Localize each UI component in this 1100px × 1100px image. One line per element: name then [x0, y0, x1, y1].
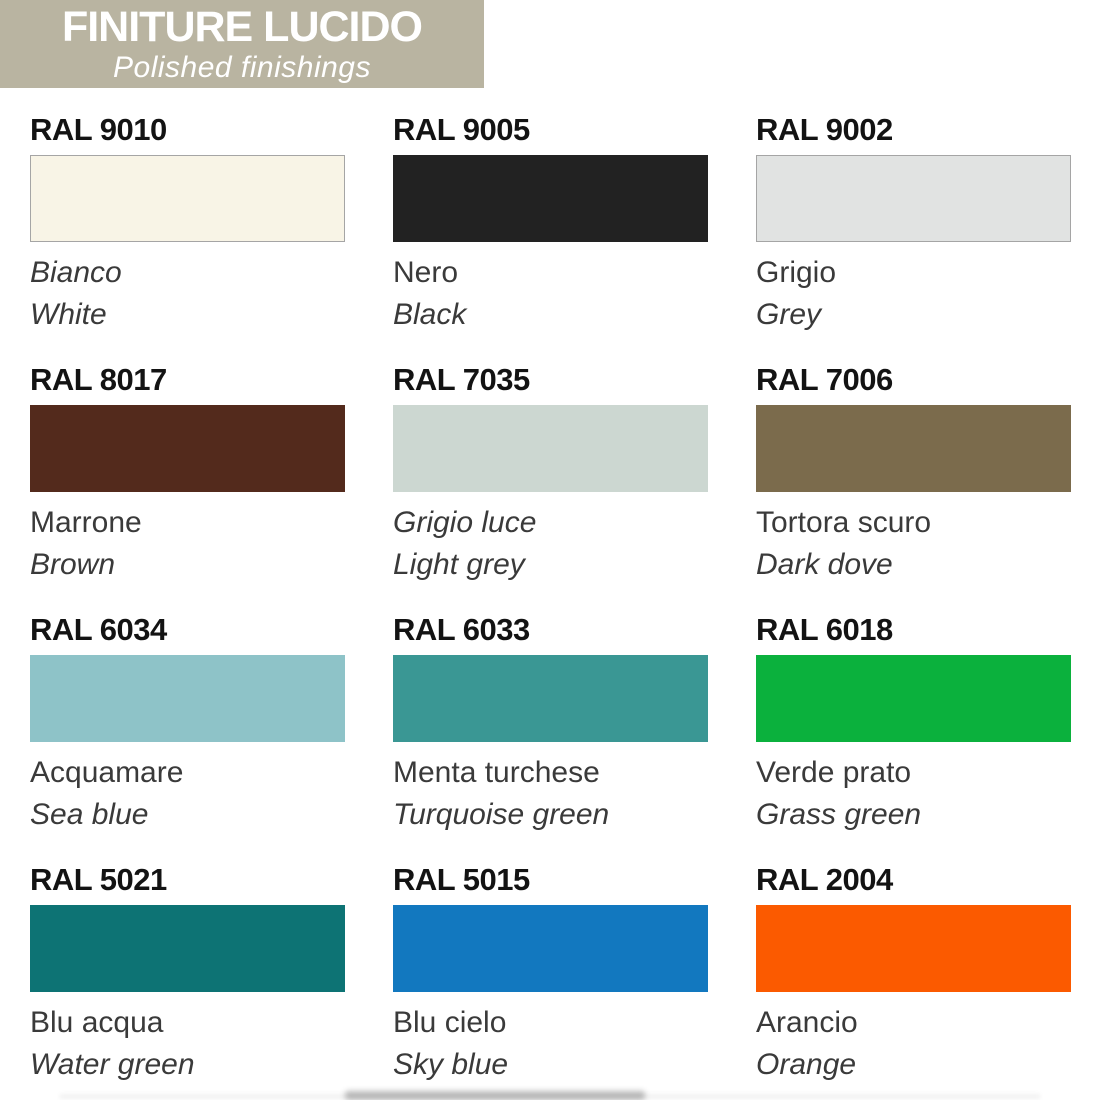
ral-code: RAL 9010	[30, 112, 167, 147]
color-name-english: Orange	[756, 1048, 857, 1081]
color-name-italian: Blu cielo	[393, 1006, 507, 1039]
color-swatch	[756, 655, 1071, 742]
color-name-english: Light grey	[393, 548, 525, 581]
color-card: RAL 6033 Menta turchese Turquoise green	[393, 613, 708, 863]
color-name-english: Sea blue	[30, 798, 149, 831]
color-name-english: Black	[393, 298, 467, 331]
color-card: RAL 9010 Bianco White	[30, 113, 345, 363]
color-name-english: Turquoise green	[393, 798, 610, 831]
color-card: RAL 8017 Marrone Brown	[30, 363, 345, 613]
ral-code: RAL 5015	[393, 862, 530, 897]
color-swatch	[756, 155, 1071, 242]
color-name-italian: Arancio	[756, 1006, 858, 1039]
color-swatch	[30, 905, 345, 992]
page-subtitle: Polished finishings	[113, 51, 371, 84]
color-names: Tortora scuro Dark dove	[756, 502, 1071, 586]
color-card: RAL 6034 Acquamare Sea blue	[30, 613, 345, 863]
color-card: RAL 7035 Grigio luce Light grey	[393, 363, 708, 613]
color-card: RAL 9005 Nero Black	[393, 113, 708, 363]
color-name-italian: Acquamare	[30, 756, 184, 789]
header-banner: FINITURE LUCIDO Polished finishings	[0, 0, 484, 88]
color-swatch	[30, 155, 345, 242]
color-name-italian: Menta turchese	[393, 756, 600, 789]
color-name-english: Grass green	[756, 798, 922, 831]
color-names: Blu acqua Water green	[30, 1002, 345, 1086]
color-name-italian: Tortora scuro	[756, 506, 932, 539]
color-names: Menta turchese Turquoise green	[393, 752, 708, 836]
color-name-english: Dark dove	[756, 548, 893, 581]
color-card: RAL 2004 Arancio Orange	[756, 863, 1071, 1100]
color-swatch	[30, 405, 345, 492]
color-names: Blu cielo Sky blue	[393, 1002, 708, 1086]
color-name-italian: Marrone	[30, 506, 142, 539]
color-names: Grigio luce Light grey	[393, 502, 708, 586]
color-names: Bianco White	[30, 252, 345, 336]
ral-code: RAL 6033	[393, 612, 530, 647]
ral-code: RAL 9002	[756, 112, 893, 147]
color-swatch	[756, 405, 1071, 492]
color-card: RAL 5015 Blu cielo Sky blue	[393, 863, 708, 1100]
color-name-italian: Nero	[393, 256, 459, 289]
color-names: Acquamare Sea blue	[30, 752, 345, 836]
color-names: Arancio Orange	[756, 1002, 1071, 1086]
ral-code: RAL 9005	[393, 112, 530, 147]
color-name-italian: Bianco	[30, 256, 122, 289]
color-names: Marrone Brown	[30, 502, 345, 586]
color-names: Verde prato Grass green	[756, 752, 1071, 836]
color-name-english: Brown	[30, 548, 116, 581]
color-name-english: Grey	[756, 298, 822, 331]
color-swatch	[756, 905, 1071, 992]
ral-code: RAL 2004	[756, 862, 893, 897]
color-swatch	[393, 405, 708, 492]
ral-code: RAL 8017	[30, 362, 167, 397]
color-card: RAL 5021 Blu acqua Water green	[30, 863, 345, 1100]
color-swatch	[393, 155, 708, 242]
color-name-english: White	[30, 298, 107, 331]
cutoff-content-smudge	[345, 1091, 645, 1100]
color-name-italian: Verde prato	[756, 756, 912, 789]
color-swatch	[393, 655, 708, 742]
ral-code: RAL 7035	[393, 362, 530, 397]
color-name-italian: Grigio luce	[393, 506, 537, 539]
color-name-english: Water green	[30, 1048, 195, 1081]
color-swatch	[30, 655, 345, 742]
color-names: Grigio Grey	[756, 252, 1071, 336]
color-swatch	[393, 905, 708, 992]
color-name-italian: Blu acqua	[30, 1006, 164, 1039]
ral-code: RAL 7006	[756, 362, 893, 397]
page-title: FINITURE LUCIDO	[61, 3, 423, 51]
color-names: Nero Black	[393, 252, 708, 336]
ral-code: RAL 6034	[30, 612, 167, 647]
ral-code: RAL 5021	[30, 862, 167, 897]
color-card: RAL 9002 Grigio Grey	[756, 113, 1071, 363]
color-name-english: Sky blue	[393, 1048, 509, 1081]
color-card: RAL 7006 Tortora scuro Dark dove	[756, 363, 1071, 613]
ral-code: RAL 6018	[756, 612, 893, 647]
page-edge-smudge	[60, 1094, 1040, 1099]
color-name-italian: Grigio	[756, 256, 837, 289]
palette-grid: RAL 9010 Bianco White RAL 9005 Nero Blac…	[30, 113, 1071, 1100]
color-card: RAL 6018 Verde prato Grass green	[756, 613, 1071, 863]
